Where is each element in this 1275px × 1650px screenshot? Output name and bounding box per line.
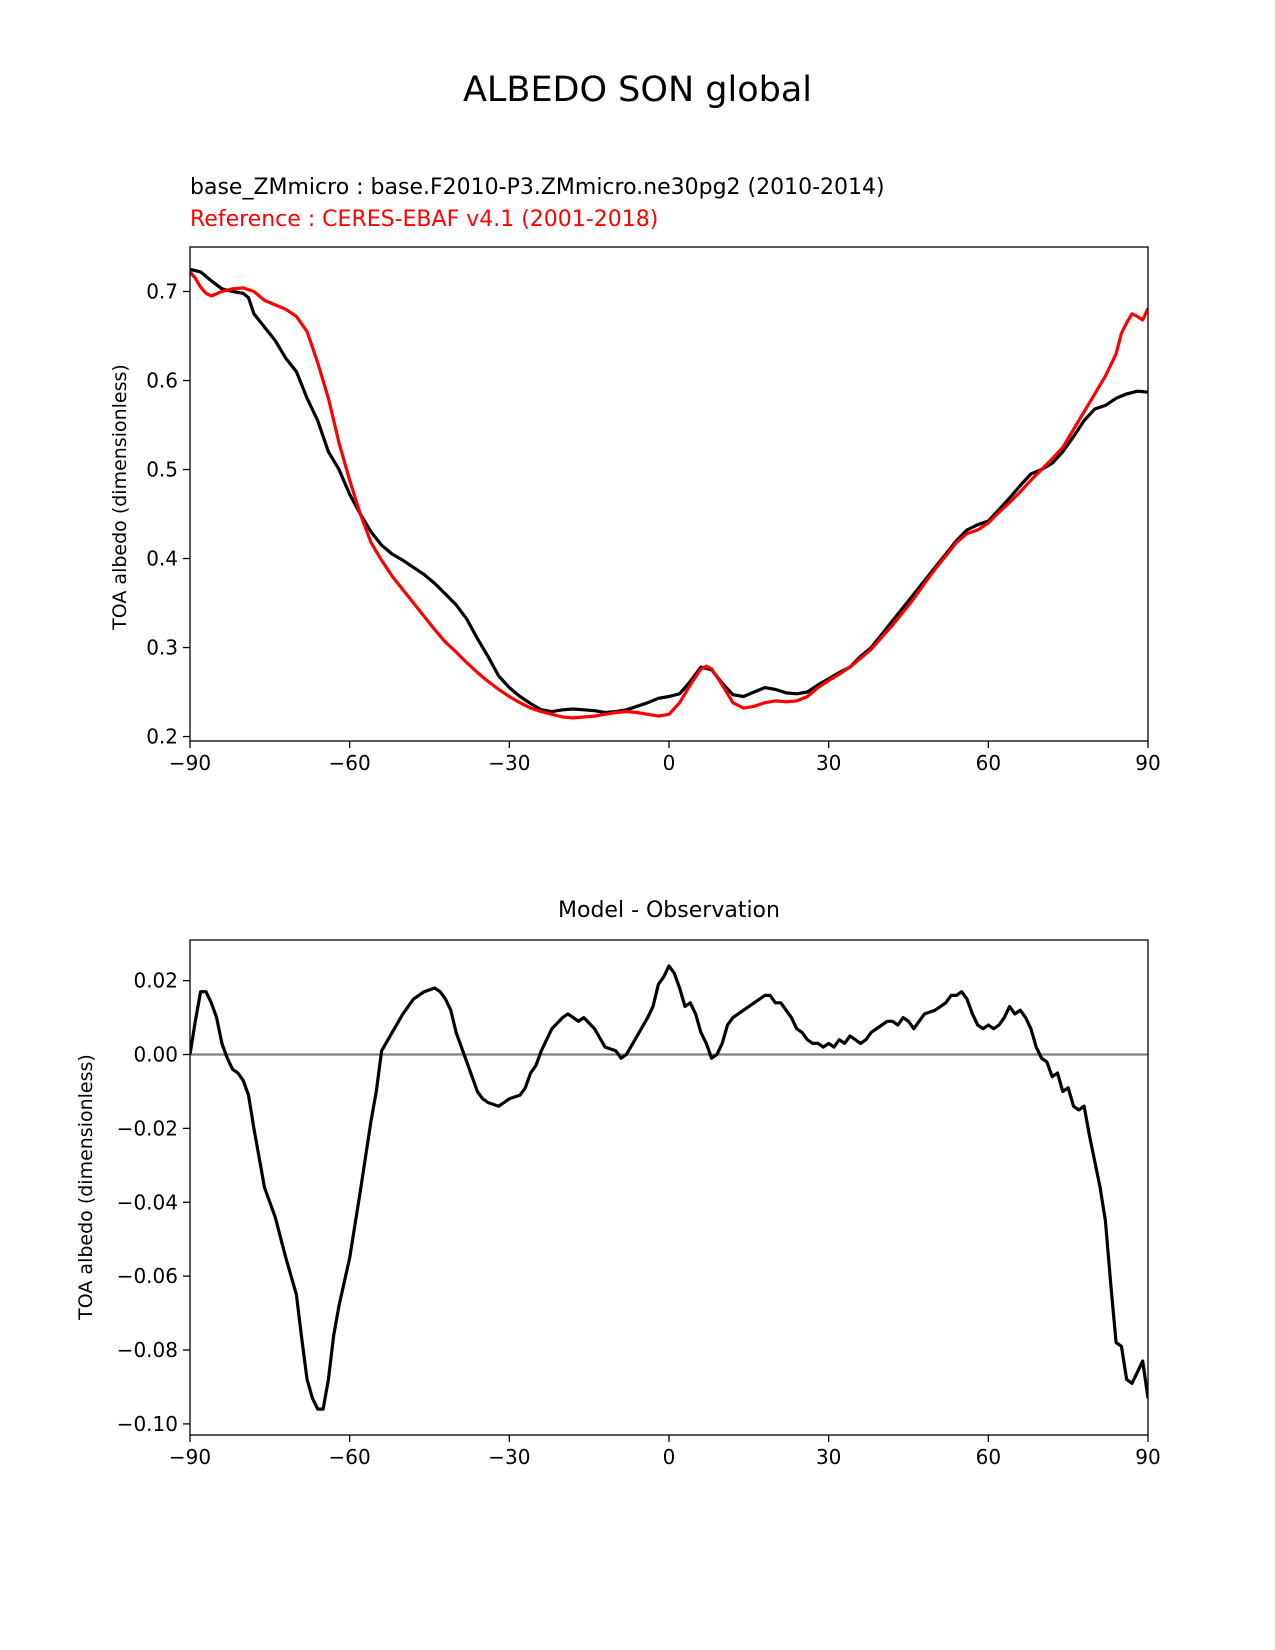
figure-title: ALBEDO SON global bbox=[462, 70, 812, 110]
bottom-y-tick-label: −0.02 bbox=[117, 1116, 178, 1140]
difference-panel-title: Model - Observation bbox=[558, 898, 780, 923]
top-x-tick-label: 0 bbox=[663, 751, 676, 775]
top-x-tick-label: −90 bbox=[169, 751, 211, 775]
reference-label: Reference : CERES-EBAF v4.1 (2001-2018) bbox=[190, 207, 659, 232]
top-y-axis-label: TOA albedo (dimensionless) bbox=[109, 364, 131, 630]
bottom-y-tick-label: 0.00 bbox=[133, 1043, 178, 1067]
top-x-tick-label: 60 bbox=[976, 751, 1001, 775]
top-x-tick-label: 30 bbox=[816, 751, 841, 775]
bottom-x-tick-label: 60 bbox=[976, 1445, 1001, 1469]
top-y-tick-label: 0.4 bbox=[146, 547, 178, 571]
top-x-tick-label: 90 bbox=[1135, 751, 1160, 775]
bottom-axes-frame bbox=[189, 939, 1149, 1436]
bottom-y-tick-label: −0.10 bbox=[117, 1412, 178, 1436]
top-x-tick-label: −30 bbox=[488, 751, 530, 775]
test-series-line bbox=[190, 267, 1148, 715]
top-y-tick-label: 0.3 bbox=[146, 636, 178, 660]
bottom-x-tick-label: 0 bbox=[663, 1445, 676, 1469]
bottom-x-tick-label: −60 bbox=[329, 1445, 371, 1469]
bottom-x-tick-label: 90 bbox=[1135, 1445, 1160, 1469]
bottom-y-axis-label: TOA albedo (dimensionless) bbox=[75, 1054, 97, 1320]
top-y-tick-label: 0.6 bbox=[146, 369, 178, 393]
top-y-tick-label: 0.7 bbox=[146, 280, 178, 304]
bottom-y-tick-label: 0.02 bbox=[133, 969, 178, 993]
difference-series-line bbox=[190, 964, 1148, 1411]
bottom-x-tick-label: −90 bbox=[169, 1445, 211, 1469]
top-axes-frame bbox=[189, 246, 1149, 742]
bottom-y-tick-label: −0.08 bbox=[117, 1338, 178, 1362]
top-x-tick-label: −60 bbox=[329, 751, 371, 775]
difference-panel-plot: −90 −60 −30 0 30 60 90 0.02 0.00 −0.02 −0.04 −0.06 −… bbox=[117, 939, 1161, 1469]
bottom-x-tick-label: 30 bbox=[816, 1445, 841, 1469]
test-case-label: base_ZMmicro : base.F2010-P3.ZMmicro.ne3… bbox=[190, 175, 885, 200]
bottom-x-tick-label: −30 bbox=[488, 1445, 530, 1469]
top-y-tick-label: 0.5 bbox=[146, 458, 178, 482]
top-panel-plot: −90 −60 −30 0 30 60 90 0.2 0.3 0.4 0.5 0.6 0.7 bbox=[146, 246, 1161, 775]
bottom-y-tick-label: −0.06 bbox=[117, 1264, 178, 1288]
reference-series-line bbox=[190, 270, 1148, 720]
top-y-tick-label: 0.2 bbox=[146, 725, 178, 749]
bottom-y-tick-label: −0.04 bbox=[117, 1190, 178, 1214]
